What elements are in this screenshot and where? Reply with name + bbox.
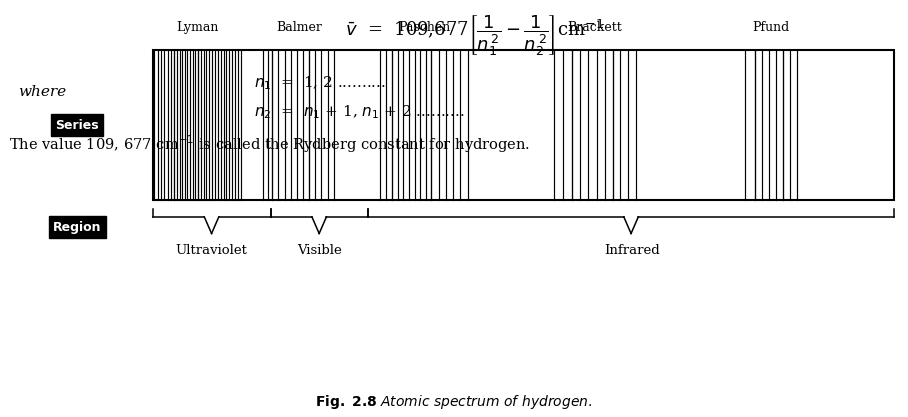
- Text: Region: Region: [53, 221, 102, 234]
- Text: where: where: [18, 85, 66, 99]
- Text: $\mathbf{Fig.\ 2.8}$ $\mathit{Atomic\ spectrum\ of\ hydrogen.}$: $\mathbf{Fig.\ 2.8}$ $\mathit{Atomic\ sp…: [315, 393, 593, 412]
- Bar: [153, 50, 894, 200]
- Text: The value 109, 677 cm$^{-1}$ is called the Rydberg constant for hydrogen.: The value 109, 677 cm$^{-1}$ is called t…: [9, 133, 530, 155]
- Text: Ultraviolet: Ultraviolet: [175, 244, 248, 257]
- Text: Lyman: Lyman: [177, 20, 219, 34]
- Text: Brackett: Brackett: [568, 20, 622, 34]
- Text: Balmer: Balmer: [276, 20, 321, 34]
- Text: $\bar{v}$  =  109,677$\left[\dfrac{1}{n_1^{\,2}} - \dfrac{1}{n_2^{\,2}}\right]$c: $\bar{v}$ = 109,677$\left[\dfrac{1}{n_1^…: [345, 13, 604, 58]
- Text: Series: Series: [55, 118, 99, 132]
- Text: $n_1$  =  1, 2 ..........: $n_1$ = 1, 2 ..........: [254, 75, 386, 92]
- Text: Infrared: Infrared: [604, 244, 660, 257]
- Text: Visible: Visible: [297, 244, 342, 257]
- Text: $n_2$  =  $n_1$ + 1, $n_1$ + 2 ..........: $n_2$ = $n_1$ + 1, $n_1$ + 2 ..........: [254, 104, 465, 121]
- Text: Pfund: Pfund: [752, 20, 790, 34]
- Text: Paschen: Paschen: [398, 20, 450, 34]
